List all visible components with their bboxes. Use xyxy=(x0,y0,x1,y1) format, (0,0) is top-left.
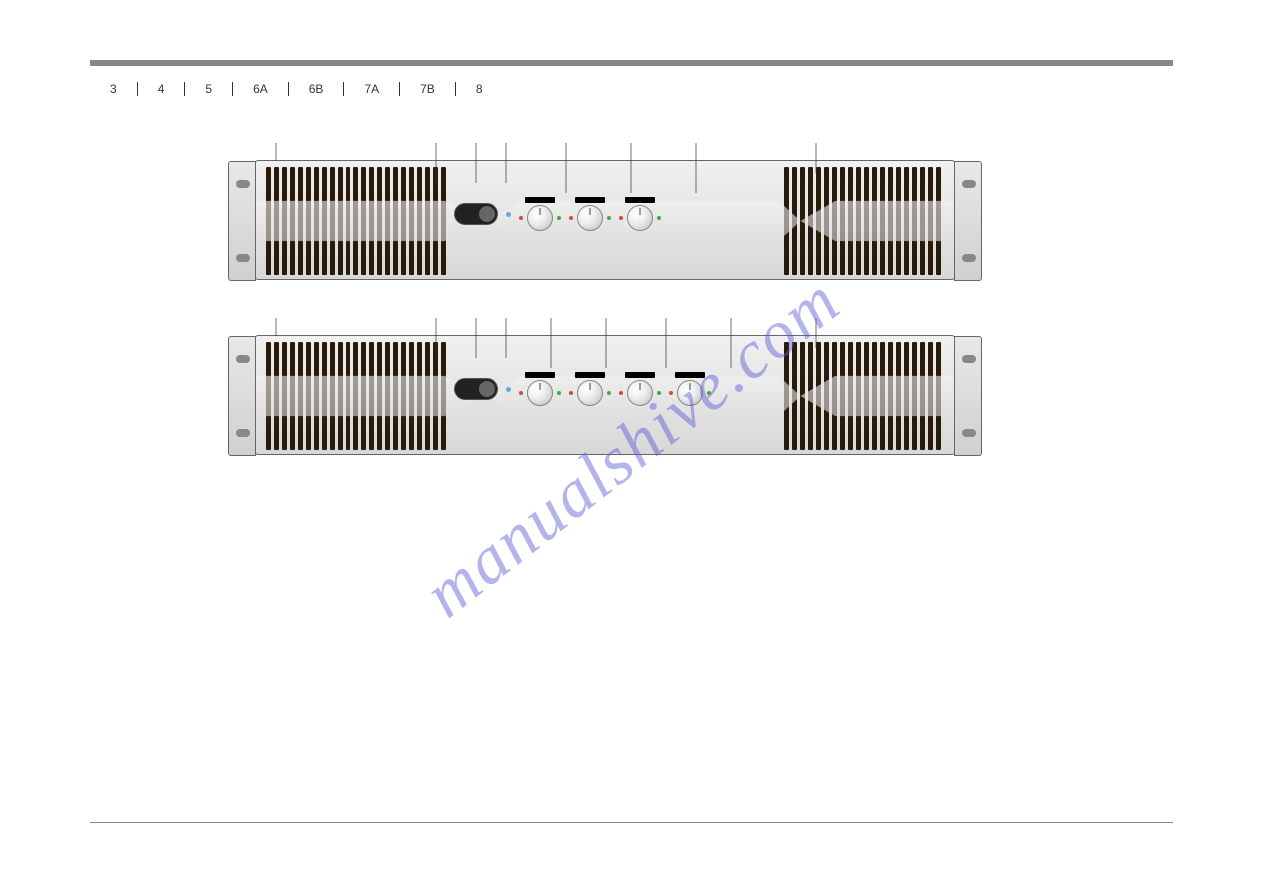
label-row: 3 4 5 6A 6B 7A 7B 8 xyxy=(90,82,503,96)
gain-knob[interactable] xyxy=(577,205,603,231)
signal-led xyxy=(557,391,561,395)
channel-knob-row xyxy=(569,380,611,406)
gain-knob[interactable] xyxy=(527,380,553,406)
channel-label xyxy=(575,197,605,203)
channel-label xyxy=(525,197,555,203)
channel-knob-row xyxy=(619,205,661,231)
channel-2 xyxy=(569,197,611,231)
channel-label xyxy=(625,197,655,203)
label-num: 7B xyxy=(399,82,455,96)
channel-label xyxy=(525,372,555,378)
rack-ear-left xyxy=(228,336,256,456)
channel-3 xyxy=(619,197,661,231)
label-num: 6B xyxy=(288,82,344,96)
rack-hole xyxy=(962,429,976,437)
channel-knob-row xyxy=(669,380,711,406)
label-num: 4 xyxy=(137,82,185,96)
label-num: 8 xyxy=(455,82,503,96)
signal-led xyxy=(557,216,561,220)
rack-hole xyxy=(962,180,976,188)
channel-4 xyxy=(669,372,711,406)
clip-led xyxy=(669,391,673,395)
clip-led xyxy=(619,391,623,395)
channel-knob-row xyxy=(519,205,561,231)
channel-1 xyxy=(519,372,561,406)
channel-label xyxy=(625,372,655,378)
channel-label xyxy=(675,372,705,378)
gain-knob[interactable] xyxy=(627,380,653,406)
rack-ear-right xyxy=(954,161,982,281)
amplifier-front-panel-a xyxy=(255,160,955,280)
bottom-rule xyxy=(90,822,1173,823)
clip-led xyxy=(569,391,573,395)
control-cluster xyxy=(454,197,661,231)
control-cluster xyxy=(454,372,711,406)
clip-led xyxy=(569,216,573,220)
label-num: 3 xyxy=(90,82,137,96)
channel-label xyxy=(575,372,605,378)
channel-knob-row xyxy=(569,205,611,231)
rack-hole xyxy=(236,254,250,262)
amplifier-front-panel-b xyxy=(255,335,955,455)
power-led xyxy=(506,212,511,217)
rack-ear-left xyxy=(228,161,256,281)
signal-led xyxy=(607,216,611,220)
channel-knob-row xyxy=(519,380,561,406)
channel-2 xyxy=(569,372,611,406)
channel-3 xyxy=(619,372,661,406)
rack-hole xyxy=(236,355,250,363)
gain-knob[interactable] xyxy=(627,205,653,231)
top-rule xyxy=(90,60,1173,66)
rack-hole xyxy=(962,355,976,363)
signal-led xyxy=(657,391,661,395)
signal-led xyxy=(607,391,611,395)
rack-hole xyxy=(962,254,976,262)
rack-ear-right xyxy=(954,336,982,456)
label-num: 7A xyxy=(343,82,399,96)
signal-led xyxy=(707,391,711,395)
rack-hole xyxy=(236,429,250,437)
clip-led xyxy=(619,216,623,220)
channel-knob-row xyxy=(619,380,661,406)
channel-1 xyxy=(519,197,561,231)
gain-knob[interactable] xyxy=(577,380,603,406)
power-led xyxy=(506,387,511,392)
clip-led xyxy=(519,391,523,395)
power-switch[interactable] xyxy=(454,378,498,400)
label-num: 6A xyxy=(232,82,288,96)
gain-knob[interactable] xyxy=(677,380,703,406)
rack-hole xyxy=(236,180,250,188)
label-num: 5 xyxy=(184,82,232,96)
gain-knob[interactable] xyxy=(527,205,553,231)
signal-led xyxy=(657,216,661,220)
clip-led xyxy=(519,216,523,220)
power-switch[interactable] xyxy=(454,203,498,225)
